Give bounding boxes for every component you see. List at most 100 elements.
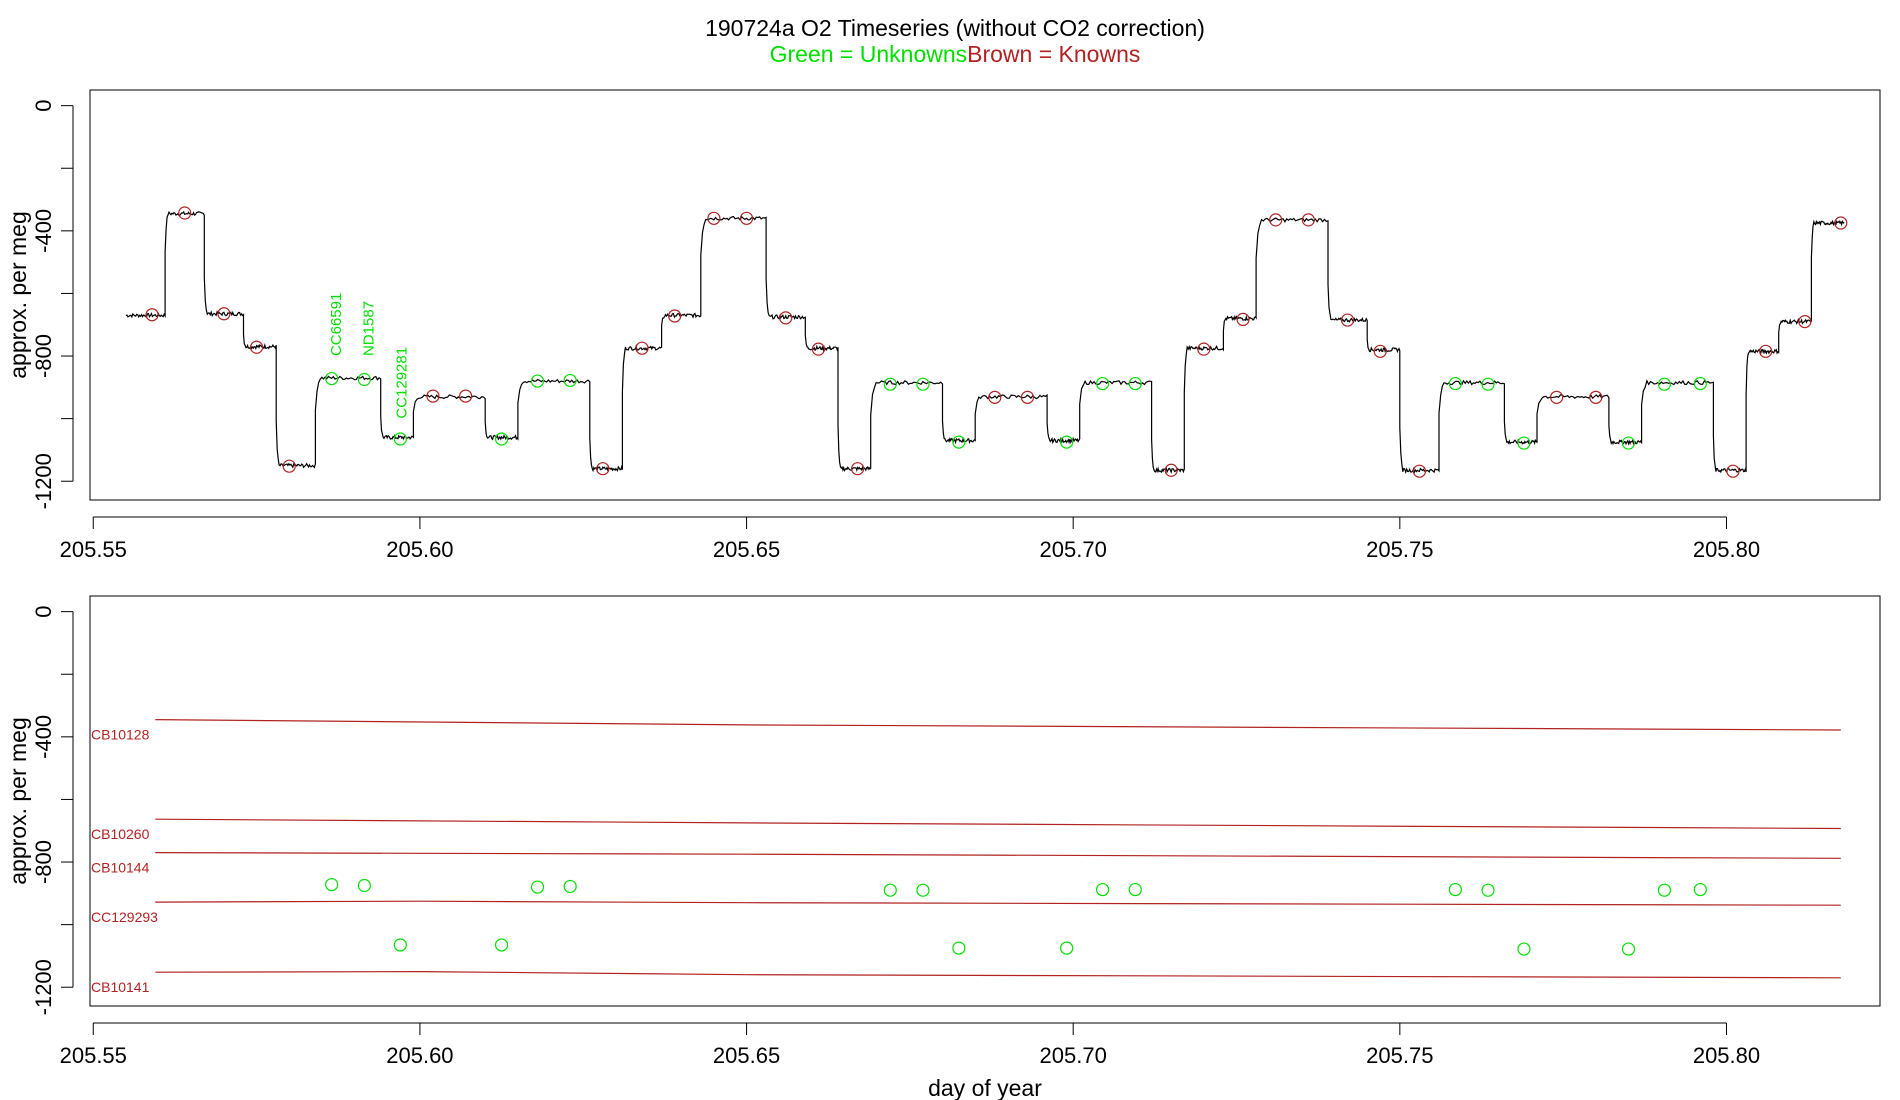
unknown-point: [530, 374, 545, 388]
o2-trace-line: [125, 210, 1845, 475]
bottom-panel: 205.55 205.60 205.65 205.70 205.75 205.80 0 -40…: [5, 595, 1881, 1100]
unknown-point: [563, 373, 577, 388]
sample-annotation: CC66591: [328, 293, 345, 356]
reference-line: [155, 900, 1841, 906]
unknown-point: [1060, 941, 1074, 955]
unknown-point: [1095, 376, 1110, 391]
known-point: [1726, 464, 1740, 478]
sample-annotation: ND1587: [361, 301, 378, 356]
known-point: [1589, 390, 1603, 404]
unknown-point: [952, 941, 966, 955]
y-tick-label: -800: [31, 840, 56, 884]
known-point: [1759, 344, 1773, 358]
unknown-point: [1517, 436, 1531, 450]
known-point: [459, 389, 473, 403]
known-point: [851, 462, 865, 476]
unknown-point: [357, 372, 371, 387]
known-point: [1550, 390, 1564, 404]
y-tick-label: 0: [31, 100, 56, 112]
x-tick-label: 205.65: [713, 1043, 780, 1068]
unknown-point: [1060, 435, 1074, 449]
unknown-point: [1693, 882, 1707, 897]
reference-label: CB10144: [91, 860, 150, 876]
known-point: [1373, 344, 1387, 358]
unknown-point: [1095, 882, 1110, 897]
unknown-point: [952, 435, 966, 449]
known-point: [596, 462, 610, 476]
known-point: [707, 211, 721, 225]
x-tick-label: 205.70: [1040, 1043, 1107, 1068]
known-point: [1236, 312, 1250, 327]
y-tick-label: -1200: [31, 453, 56, 509]
x-tick-label: 205.60: [386, 537, 453, 562]
unknown-point: [916, 883, 930, 897]
known-point: [1412, 464, 1427, 478]
plot-frame: [89, 595, 1881, 1007]
unknown-point: [530, 880, 545, 894]
unknown-point: [1621, 436, 1636, 450]
x-tick-label: 205.75: [1366, 1043, 1433, 1068]
unknown-point: [1657, 377, 1672, 391]
plot-frame: [89, 89, 1881, 501]
reference-line: [155, 718, 1841, 731]
known-point: [217, 307, 231, 321]
y-tick-label: -1200: [31, 959, 56, 1015]
unknown-point: [1517, 942, 1531, 956]
y-tick-label: -400: [31, 715, 56, 759]
unknown-point: [1657, 883, 1672, 897]
x-tick-label: 205.55: [60, 537, 127, 562]
known-point: [635, 341, 649, 355]
unknown-point: [494, 938, 509, 952]
x-tick-label: 205.55: [60, 1043, 127, 1068]
unknown-point: [325, 371, 339, 386]
known-point: [1340, 313, 1355, 327]
known-point: [145, 308, 159, 322]
y-tick-label: -400: [31, 209, 56, 253]
y-axis-label: approx. per meg: [5, 717, 31, 884]
known-point: [988, 390, 1002, 404]
known-point: [811, 342, 826, 356]
unknown-point: [1481, 883, 1495, 897]
unknown-point: [393, 938, 407, 952]
reference-label: CB10260: [91, 826, 150, 842]
unknown-point: [494, 432, 509, 446]
unknown-point: [1621, 942, 1636, 956]
unknown-point: [1693, 376, 1707, 391]
unknown-point: [1448, 376, 1462, 391]
x-tick-label: 205.65: [713, 537, 780, 562]
unknown-point: [357, 878, 371, 893]
known-point: [249, 340, 264, 354]
unknown-point: [1448, 882, 1462, 897]
unknown-point: [325, 877, 339, 892]
x-tick-label: 205.70: [1040, 537, 1107, 562]
unknown-point: [916, 377, 930, 391]
known-point: [1798, 315, 1812, 329]
x-tick-label: 205.75: [1366, 537, 1433, 562]
known-point: [1197, 342, 1211, 356]
known-point: [1020, 390, 1035, 404]
known-point: [178, 206, 192, 220]
unknown-point: [563, 879, 577, 894]
sample-annotation: CC129281: [393, 347, 410, 419]
chart-title: 190724a O2 Timeseries (without CO2 corre…: [705, 15, 1205, 41]
known-point: [1164, 463, 1178, 477]
y-axis-label: approx. per meg: [5, 211, 31, 378]
known-point: [282, 459, 296, 473]
x-tick-label: 205.60: [386, 1043, 453, 1068]
reference-line: [155, 970, 1841, 979]
x-tick-label: 205.80: [1693, 537, 1760, 562]
unknown-point: [1128, 376, 1142, 391]
unknown-point: [1128, 882, 1142, 897]
known-point: [1301, 213, 1315, 227]
known-point: [1269, 213, 1283, 227]
reference-label: CC129293: [91, 909, 158, 925]
chart-subtitle: Green = UnknownsBrown = Knowns: [770, 41, 1141, 67]
unknown-point: [883, 377, 897, 391]
reference-line: [155, 818, 1841, 830]
x-axis-label: day of year: [928, 1075, 1042, 1100]
y-tick-label: -800: [31, 334, 56, 378]
top-panel: 205.55 205.60 205.65 205.70 205.75 205.80 0 -40…: [5, 89, 1881, 562]
unknown-point: [1481, 377, 1495, 391]
subtitle-unknowns: Green = Unknowns: [770, 41, 968, 67]
